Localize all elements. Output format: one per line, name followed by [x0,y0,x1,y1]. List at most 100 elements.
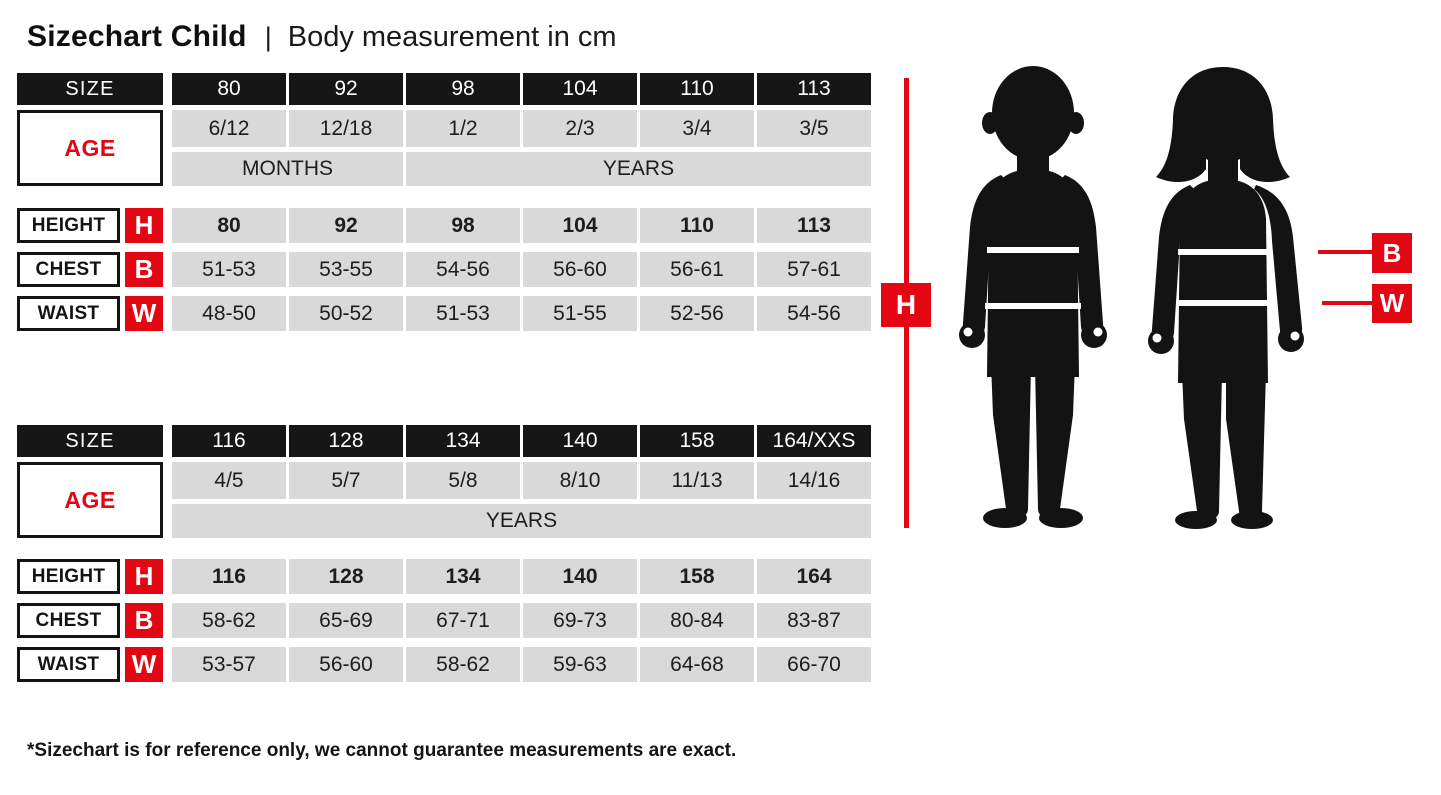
table1-height-cell: 92 [289,208,403,243]
table1-age-cell: 6/12 [172,110,286,147]
table2-size-cell: 158 [640,425,754,457]
table2-height-cell: 140 [523,559,637,594]
table1-chest-cell: 56-60 [523,252,637,287]
girl-silhouette [1148,67,1304,529]
table1-waist-cell: 50-52 [289,296,403,331]
table2-size-age-block: SIZE 116 128 134 140 158 164/XXS AGE 4/5… [17,425,871,538]
girl-chest-line [1178,249,1268,255]
table1-size-header: SIZE [17,73,163,105]
table1-waist-cell: 51-53 [406,296,520,331]
table1-age-cell: 2/3 [523,110,637,147]
table1-waist-row-label: WAIST W [17,296,163,331]
table1-chest-cell: 56-61 [640,252,754,287]
table2-size-cell: 128 [289,425,403,457]
table2-height-cell: 158 [640,559,754,594]
table1-height-cell: 113 [757,208,871,243]
table1-height-cell: 110 [640,208,754,243]
table1-waist-cell: 48-50 [172,296,286,331]
waist-label: WAIST [17,647,120,682]
table2-chest-cell: 83-87 [757,603,871,638]
table1-size-cell: 98 [406,73,520,105]
table2-height-cell: 134 [406,559,520,594]
boy-chest-line [987,247,1079,253]
table2-waist-cell: 59-63 [523,647,637,682]
waist-measure-line [1322,301,1372,305]
table2-height-cell: 128 [289,559,403,594]
height-letter-badge: H [125,559,163,594]
table1-height-row-label: HEIGHT H [17,208,163,243]
table1-chest-cell: 53-55 [289,252,403,287]
table2-height-cell: 164 [757,559,871,594]
table1-chest-cell: 54-56 [406,252,520,287]
table2-size-header: SIZE [17,425,163,457]
height-label: HEIGHT [17,208,120,243]
chest-letter-badge: B [125,252,163,287]
table2-measurement-block: HEIGHT H 116 128 134 140 158 164 CHEST B… [17,559,871,682]
table2-chest-row-label: CHEST B [17,603,163,638]
girl-waist-line [1176,300,1270,306]
waist-marker-badge: W [1372,284,1412,323]
table1-size-cell: 113 [757,73,871,105]
table1-waist-cell: 51-55 [523,296,637,331]
table2-age-cell: 5/7 [289,462,403,499]
table2-waist-cell: 58-62 [406,647,520,682]
table2-waist-cell: 56-60 [289,647,403,682]
table1-size-cell: 104 [523,73,637,105]
table2-age-cell: 11/13 [640,462,754,499]
boy-waist-line [985,303,1081,309]
table1-unit-months: MONTHS [172,152,403,186]
table1-age-cell: 3/5 [757,110,871,147]
table2-chest-cell: 65-69 [289,603,403,638]
table2-height-row-label: HEIGHT H [17,559,163,594]
table2-waist-cell: 53-57 [172,647,286,682]
table1-unit-years: YEARS [406,152,871,186]
chest-letter-badge: B [125,603,163,638]
table1-waist-cell: 52-56 [640,296,754,331]
title-separator: | [264,22,272,52]
disclaimer-note: *Sizechart is for reference only, we can… [27,740,737,761]
table2-size-cell: 116 [172,425,286,457]
height-marker-badge: H [881,283,931,327]
table2-age-cell: 8/10 [523,462,637,499]
table1-age-cell: 12/18 [289,110,403,147]
chest-marker-badge: B [1372,233,1412,273]
table1-chest-cell: 51-53 [172,252,286,287]
table2-unit-years: YEARS [172,504,871,538]
boy-silhouette [959,66,1107,528]
table2-age-cell: 14/16 [757,462,871,499]
page-header: Sizechart Child | Body measurement in cm [27,20,617,54]
table1-size-cell: 110 [640,73,754,105]
table2-waist-cell: 64-68 [640,647,754,682]
table1-size-cell: 92 [289,73,403,105]
table2-size-cell: 164/XXS [757,425,871,457]
table2-waist-row-label: WAIST W [17,647,163,682]
table1-chest-cell: 57-61 [757,252,871,287]
table2-age-cell: 4/5 [172,462,286,499]
table1-size-age-block: SIZE 80 92 98 104 110 113 AGE 6/12 12/18… [17,73,871,186]
table2-chest-cell: 58-62 [172,603,286,638]
chest-measure-line [1318,250,1372,254]
waist-letter-badge: W [125,296,163,331]
table1-chest-row-label: CHEST B [17,252,163,287]
table1-height-cell: 104 [523,208,637,243]
table1-age-cell: 1/2 [406,110,520,147]
table1-age-cell: 3/4 [640,110,754,147]
page-title: Sizechart Child [27,20,247,53]
waist-label: WAIST [17,296,120,331]
table1-size-cell: 80 [172,73,286,105]
table1-waist-cell: 54-56 [757,296,871,331]
table1-height-cell: 80 [172,208,286,243]
table1-age-header: AGE [17,110,163,186]
table2-chest-cell: 80-84 [640,603,754,638]
chest-label: CHEST [17,603,120,638]
table2-size-cell: 140 [523,425,637,457]
table2-chest-cell: 67-71 [406,603,520,638]
table2-height-cell: 116 [172,559,286,594]
page-subtitle: Body measurement in cm [287,21,617,53]
chest-label: CHEST [17,252,120,287]
table2-waist-cell: 66-70 [757,647,871,682]
height-letter-badge: H [125,208,163,243]
table1-measurement-block: HEIGHT H 80 92 98 104 110 113 CHEST B 51… [17,208,871,331]
table2-chest-cell: 69-73 [523,603,637,638]
